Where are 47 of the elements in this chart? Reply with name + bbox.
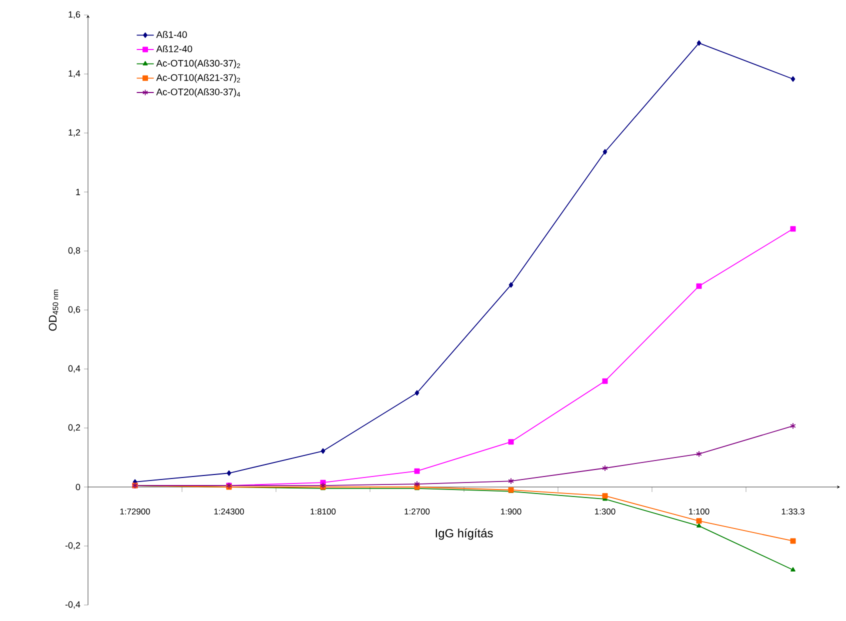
point [320,448,326,454]
legend-label: Aß12-40 [156,45,192,52]
y-tick-label: 0,6 [68,306,80,314]
y-tick-label: 0,2 [68,424,80,432]
point [226,470,232,476]
x-tick-label: 1:72900 [120,508,150,515]
point [790,226,796,232]
point [602,149,608,155]
point [696,518,702,524]
y-axis-title: OD$_{450 nm}$ [48,290,58,331]
point [508,478,514,484]
x-tick-label: 1:33.3 [782,508,804,515]
point [790,538,796,544]
x-tick-label: 1:24300 [214,508,244,515]
y-tick-label: 1,4 [68,70,80,78]
y-tick-label: 0,8 [68,247,80,255]
y-tick-label: -0,4 [65,601,80,609]
x-tick-label: 1:100 [689,508,710,515]
legend-label: Ac-OT10(Aß30-37)$_{2}$ [156,60,240,68]
legend-label: Ac-OT10(Aß21-37)$_{2}$ [156,74,240,83]
y-tick-label: 0,4 [68,365,80,373]
y-tick-label: 1,2 [68,129,80,137]
point [696,450,702,458]
x-tick-label: 1:8100 [310,508,336,515]
x-tick-label: 1:300 [595,508,616,515]
point [790,567,796,572]
x-tick-label: 1:900 [501,508,522,515]
point [508,282,514,288]
legend-label: Aß1-40 [156,30,187,38]
point [508,439,514,445]
point [602,464,608,472]
x-tick-label: 1:2700 [404,508,430,515]
y-tick-label: -0,2 [65,542,80,550]
point [414,480,420,488]
point [696,523,702,528]
point [696,283,702,289]
y-tick-label: 0 [76,484,80,490]
point [602,378,608,384]
y-tick-label: 1 [76,188,80,196]
legend-label: Ac-OT20(Aß30-37)$_{4}$ [156,88,240,98]
point [790,76,796,82]
point [414,468,420,474]
point [602,493,608,499]
y-tick-label: 1,6 [68,11,80,19]
point [414,390,420,396]
x-axis-title: IgG hígítás [436,528,493,540]
point [696,40,702,46]
